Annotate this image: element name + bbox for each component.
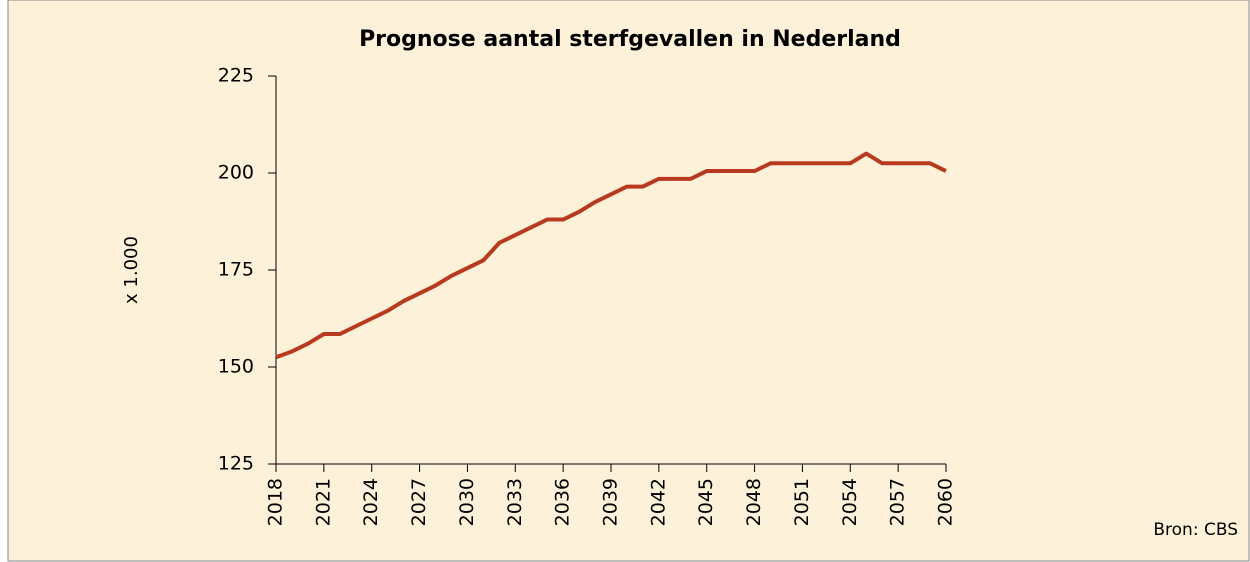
x-tick-label: 2021 [312,478,334,526]
y-tick-label: 150 [218,356,254,378]
x-tick-label: 2060 [935,478,957,526]
y-tick-label: 175 [218,259,254,281]
x-tick-label: 2024 [360,478,382,526]
x-tick-label: 2045 [695,478,717,526]
x-tick-label: 2039 [600,478,622,526]
x-tick-label: 2018 [265,478,287,526]
y-axis-label: x 1.000 [121,236,142,304]
x-tick-label: 2027 [408,478,430,526]
y-tick-label: 125 [218,453,254,475]
chart-background [7,0,1250,562]
x-tick-label: 2036 [552,478,574,526]
y-tick-label: 200 [218,162,254,184]
source-note: Bron: CBS [1153,520,1238,540]
y-tick-label: 225 [218,65,254,87]
x-tick-label: 2042 [647,478,669,526]
x-tick-label: 2057 [887,478,909,526]
chart-title: Prognose aantal sterfgevallen in Nederla… [359,27,901,52]
x-tick-label: 2048 [743,478,765,526]
x-tick-label: 2033 [504,478,526,526]
x-tick-label: 2030 [456,478,478,526]
x-tick-label: 2054 [839,478,861,526]
x-tick-label: 2051 [791,478,813,526]
data-line [275,151,947,360]
